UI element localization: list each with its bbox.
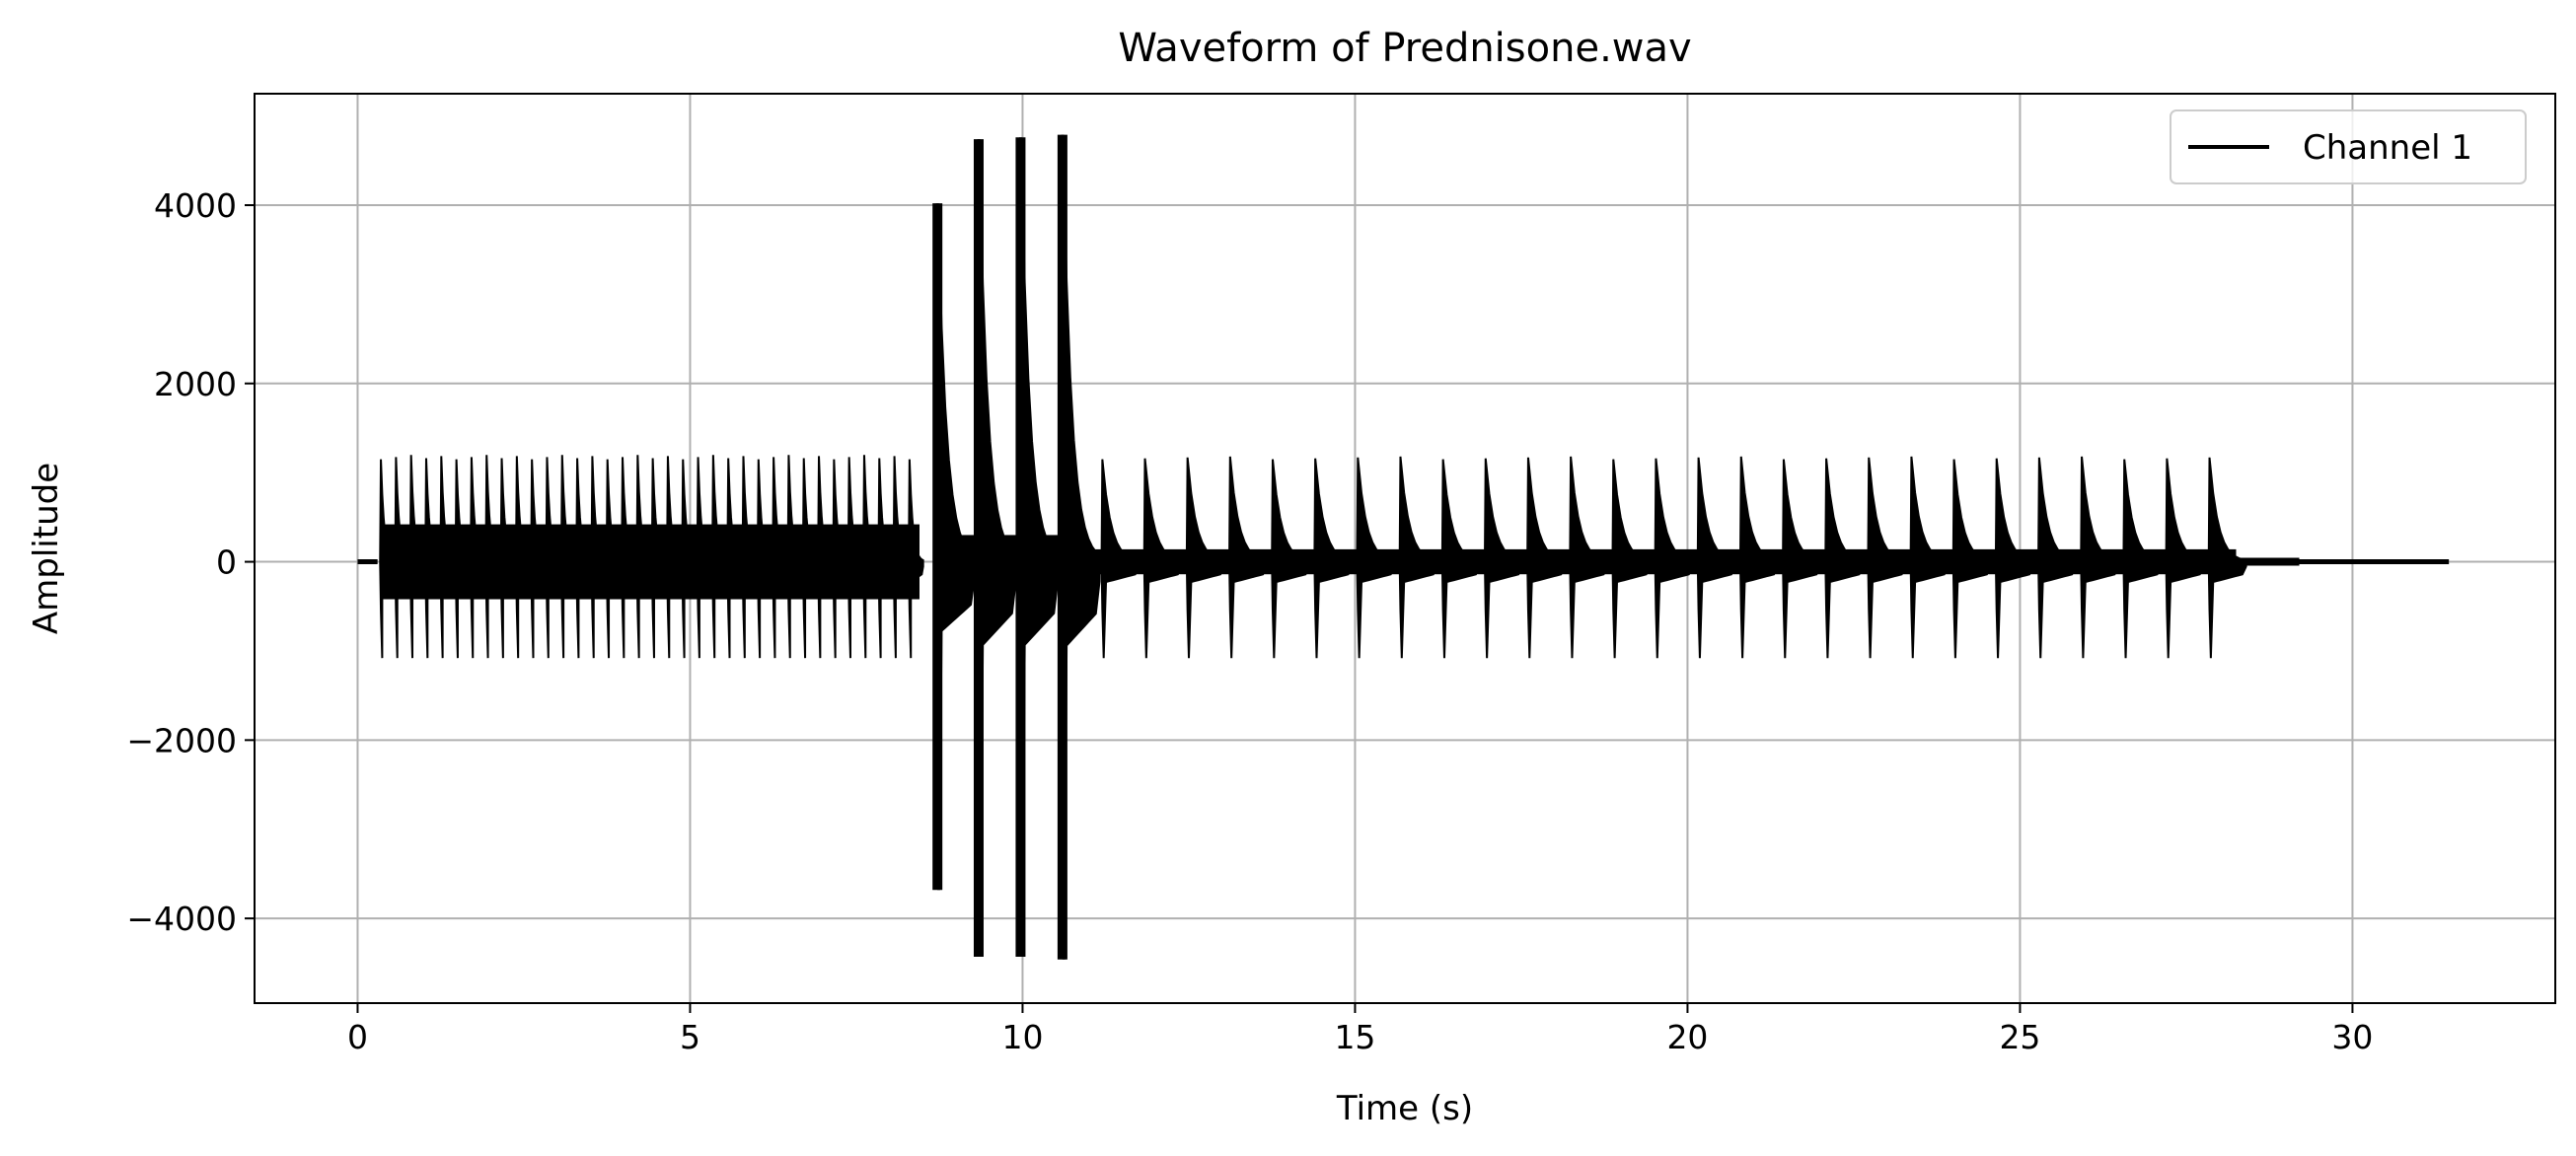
waveform-burst-early bbox=[908, 459, 924, 659]
waveform-loud-band bbox=[949, 535, 1083, 589]
y-tick-label: 0 bbox=[216, 543, 237, 582]
y-tick-label: −2000 bbox=[126, 721, 237, 759]
waveform-burst-late bbox=[1782, 459, 1821, 659]
waveform-burst-late bbox=[1696, 457, 1736, 659]
waveform-burst-late bbox=[1526, 457, 1567, 659]
waveform-burst-late bbox=[1398, 456, 1438, 659]
x-tick-label: 20 bbox=[1666, 1018, 1708, 1056]
y-tick-label: 4000 bbox=[154, 186, 237, 225]
waveform-burst-late bbox=[1185, 457, 1225, 659]
waveform-burst-late bbox=[2122, 459, 2163, 659]
y-tick-label: −4000 bbox=[126, 900, 237, 938]
waveform-burst-late bbox=[1313, 458, 1354, 659]
chart-title: Waveform of Prednisone.wav bbox=[1118, 26, 1691, 71]
waveform-burst-late bbox=[1824, 458, 1865, 659]
waveform-burst-late bbox=[1951, 459, 1992, 659]
plot-area bbox=[357, 134, 2450, 960]
x-tick-label: 25 bbox=[1999, 1018, 2040, 1056]
x-tick-label: 0 bbox=[347, 1018, 368, 1056]
y-axis-label: Amplitude bbox=[27, 463, 66, 634]
x-tick-label: 15 bbox=[1334, 1018, 1375, 1056]
waveform-burst-late bbox=[1228, 456, 1268, 659]
legend-label-channel-1: Channel 1 bbox=[2303, 128, 2472, 168]
waveform-burst-late bbox=[1994, 458, 2034, 659]
waveform-burst-late bbox=[1440, 459, 1481, 659]
waveform-burst-late bbox=[1142, 458, 1183, 659]
y-tick-label: 2000 bbox=[154, 365, 237, 403]
x-axis-label: Time (s) bbox=[1336, 1089, 1473, 1128]
waveform-burst-late bbox=[1100, 459, 1141, 659]
waveform-burst-late bbox=[1271, 459, 1311, 659]
legend-box bbox=[2170, 109, 2527, 184]
waveform-burst-late bbox=[2080, 456, 2120, 659]
waveform-burst-late bbox=[1356, 457, 1396, 659]
waveform-burst-late bbox=[1909, 456, 1950, 659]
x-tick-label: 5 bbox=[680, 1018, 700, 1056]
waveform-burst-late bbox=[1569, 456, 1609, 659]
waveform-burst-late bbox=[1867, 457, 1907, 659]
legend: Channel 1 bbox=[2170, 109, 2527, 184]
waveform-burst-late bbox=[1738, 456, 1779, 659]
waveform-burst-late bbox=[1654, 458, 1694, 659]
x-axis-ticks: 0 5 10 15 20 25 30 bbox=[347, 1003, 2373, 1056]
axes-frame bbox=[254, 93, 2556, 1004]
waveform-burst-late bbox=[2037, 457, 2077, 659]
waveform-burst-late bbox=[1483, 458, 1523, 659]
y-axis-ticks: 4000 2000 0 −2000 −4000 bbox=[126, 186, 255, 938]
waveform-burst-late bbox=[1611, 459, 1652, 659]
x-tick-label: 30 bbox=[2331, 1018, 2373, 1056]
waveform-burst-late bbox=[2165, 458, 2205, 659]
x-tick-label: 10 bbox=[1001, 1018, 1043, 1056]
